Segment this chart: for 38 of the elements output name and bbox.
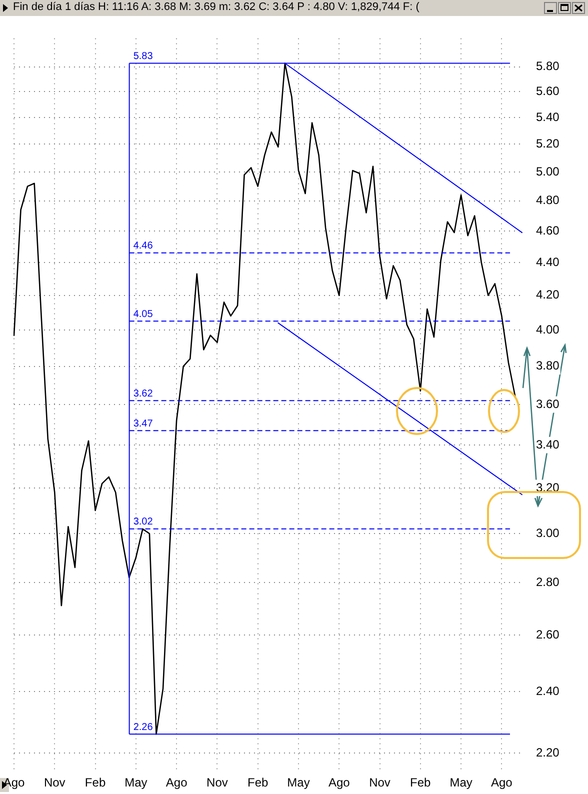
x-tick-label: May — [287, 775, 310, 790]
x-tick-label: Feb — [247, 775, 268, 790]
y-tick-label: 3.60 — [536, 396, 560, 411]
x-tick-label: May — [450, 775, 472, 790]
y-tick-label: 5.20 — [536, 136, 560, 151]
y-tick-label: 5.40 — [536, 110, 560, 124]
ref-line-label: 3.47 — [133, 418, 154, 430]
ref-line-label: 4.46 — [133, 240, 154, 252]
ref-line-label: 5.83 — [133, 51, 154, 62]
y-tick-label: 2.60 — [536, 627, 560, 642]
y-tick-label: 2.40 — [536, 684, 560, 698]
ref-line-label: 3.02 — [133, 516, 154, 528]
x-tick-label: Ago — [166, 775, 188, 790]
x-tick-label: Feb — [84, 775, 106, 790]
y-tick-label: 2.20 — [536, 746, 560, 760]
y-tick-label: 2.80 — [536, 574, 560, 589]
y-tick-label: 3.00 — [536, 526, 560, 540]
x-tick-label: Nov — [44, 775, 66, 790]
x-tick-label: Nov — [206, 775, 228, 790]
x-tick-label: Nov — [369, 775, 390, 790]
y-tick-label: 4.20 — [536, 288, 560, 302]
y-tick-label: 4.00 — [536, 322, 560, 336]
y-tick-label: 4.40 — [536, 254, 560, 269]
ref-line-label: 3.62 — [133, 388, 154, 400]
x-tick-label: Ago — [328, 775, 350, 790]
x-tick-label: Ago — [491, 775, 513, 790]
y-tick-label: 3.80 — [536, 358, 560, 373]
y-tick-label: 4.80 — [536, 193, 560, 208]
chart-title: Fin de día 1 días H: 11:16 A: 3.68 M: 3.69 m: 3.62 C: 3.64 P : 4.80 V: 1,829,744 F: ( — [13, 1, 420, 13]
y-tick-label: 5.80 — [536, 59, 560, 74]
x-tick-label: Feb — [410, 775, 432, 790]
y-tick-label: 5.00 — [536, 164, 560, 178]
x-tick-label: May — [124, 775, 148, 790]
ref-line-label: 4.05 — [133, 308, 154, 320]
ref-line-label: 2.26 — [133, 722, 154, 733]
y-tick-label: 3.40 — [536, 437, 560, 452]
y-tick-label: 5.60 — [536, 84, 560, 98]
y-tick-label: 4.60 — [536, 223, 560, 238]
